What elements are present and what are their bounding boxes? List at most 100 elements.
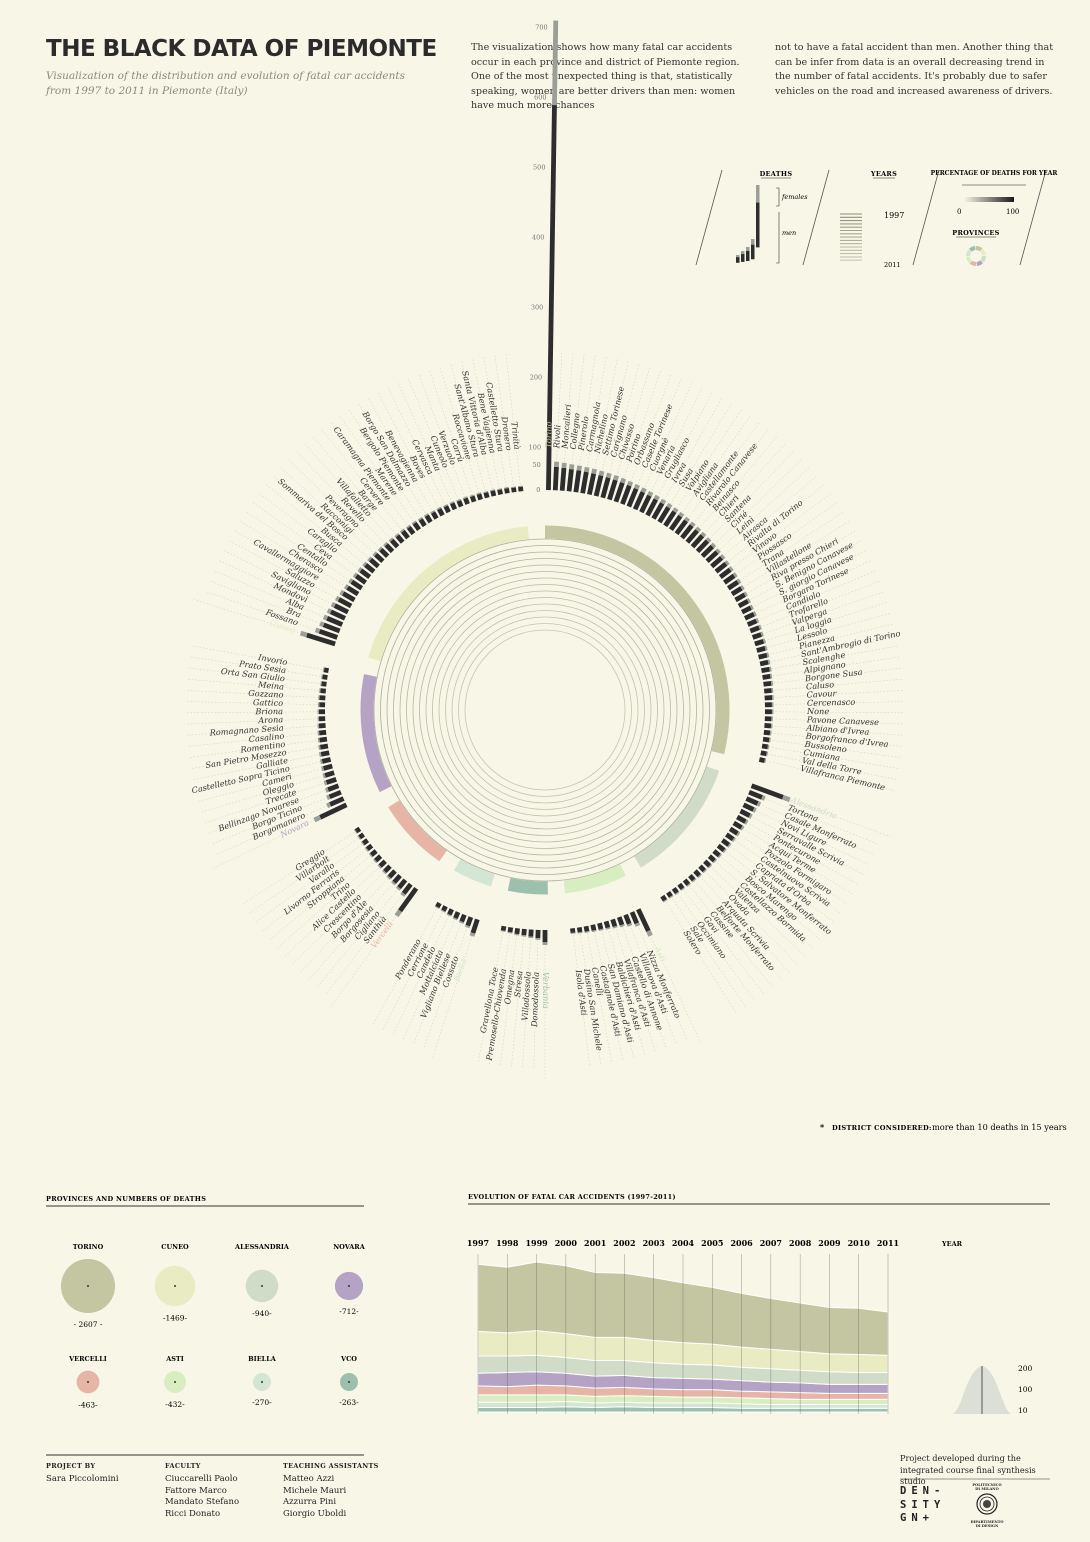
district-guide (731, 520, 852, 595)
bar-men (663, 510, 677, 528)
bar-men (763, 680, 772, 687)
bar-women (680, 887, 686, 891)
area-title: EVOLUTION OF FATAL CAR ACCIDENTS (1997-2… (468, 1193, 676, 1201)
district-guide (759, 759, 896, 792)
legend-bar-men (746, 247, 750, 262)
district-guide (206, 785, 339, 835)
bubble-center-dot (261, 1285, 263, 1287)
area-year-label: 2001 (584, 1238, 606, 1248)
district-guide (628, 377, 683, 507)
bubble-value: -432- (165, 1400, 185, 1409)
district-guide (667, 892, 747, 1009)
district-guide (653, 396, 723, 519)
bar-women (626, 922, 633, 927)
legend-provinces-donut (966, 246, 986, 266)
bar-women (357, 567, 363, 573)
bar-men (688, 873, 696, 882)
bar-men (337, 597, 353, 609)
bar-women (395, 886, 401, 891)
district-guide (715, 483, 826, 572)
district-guide (483, 355, 508, 494)
district-guide (186, 678, 326, 692)
bar-men (762, 736, 770, 743)
bar-men (707, 854, 716, 863)
bar-men (306, 632, 336, 647)
district-guide (572, 928, 591, 1068)
district-guide (205, 591, 338, 638)
district-guide (752, 591, 885, 638)
district-guide (609, 365, 651, 500)
district-guide (694, 870, 791, 974)
bar-women (605, 472, 612, 479)
bar-men (383, 864, 392, 874)
bar-men (469, 495, 477, 503)
year-ring (386, 551, 704, 869)
bar-men (746, 618, 758, 627)
bubble-value: -263- (339, 1398, 359, 1407)
axis-tick-label: 400 (532, 234, 544, 242)
district-guide (299, 870, 396, 974)
bar-men (587, 473, 597, 496)
district-guide (689, 875, 783, 982)
district-guide (763, 738, 902, 758)
bar-men (318, 628, 339, 640)
credit-faculty-title: FACULTY (165, 1462, 201, 1470)
bar-men (751, 632, 763, 640)
legend-percentage-title: PERCENTAGE OF DEATHS FOR YEAR (931, 170, 1059, 177)
bar-men (318, 729, 327, 736)
legend-donut-segment (966, 249, 972, 257)
province-arc-vercelli (388, 800, 447, 862)
area-year-label: 2006 (730, 1238, 753, 1248)
bar-women (707, 864, 713, 869)
district-guide (412, 914, 465, 1046)
district-guide (188, 738, 327, 758)
district-guide (763, 732, 904, 747)
bar-women (362, 561, 368, 567)
bar-men (712, 849, 721, 858)
district-guide (631, 911, 688, 1041)
district-guide (699, 865, 799, 966)
district-guide (190, 645, 329, 671)
district-guide (291, 865, 391, 966)
district-guide (307, 875, 401, 982)
bar-men (397, 878, 408, 890)
bar-men (732, 820, 743, 830)
district-guide (730, 828, 849, 905)
legend-donut-segment (966, 256, 972, 264)
bar-women (394, 533, 400, 538)
bubble-name: CUNEO (161, 1243, 189, 1251)
district-guide (499, 928, 518, 1068)
district-guide (673, 888, 756, 1003)
district-guide (676, 421, 761, 534)
district-guide (764, 725, 905, 736)
footnote: * DISTRICT CONSIDERED: more than 10 deat… (820, 1122, 1067, 1132)
bar-women (322, 773, 326, 779)
bubble-center-dot (87, 1381, 89, 1383)
district-label: Caluso (806, 679, 835, 691)
legend-females-label: females (781, 193, 808, 201)
district-guide (325, 884, 411, 996)
bar-women (702, 868, 707, 874)
district-guide (264, 483, 375, 572)
bar-men (552, 466, 559, 491)
bar-women (348, 578, 354, 584)
year-widget-tick: 100 (1018, 1385, 1033, 1394)
bubble-value: -940- (252, 1309, 272, 1318)
district-guide (746, 798, 875, 856)
district-label: Moncalieri (559, 403, 573, 450)
bar-men (401, 529, 410, 540)
bar-women (736, 831, 741, 837)
district-guide (477, 926, 505, 1064)
bar-men (734, 592, 746, 603)
bar-men (374, 552, 385, 564)
bar-men (354, 826, 362, 834)
district-guide (279, 466, 384, 562)
district-guide (641, 386, 703, 513)
legend-donut-segment (980, 248, 986, 256)
bar-men (620, 484, 632, 505)
bar-men (459, 913, 467, 923)
district-guide (605, 921, 646, 1056)
bar-men (720, 838, 731, 847)
bar-men (629, 911, 640, 925)
